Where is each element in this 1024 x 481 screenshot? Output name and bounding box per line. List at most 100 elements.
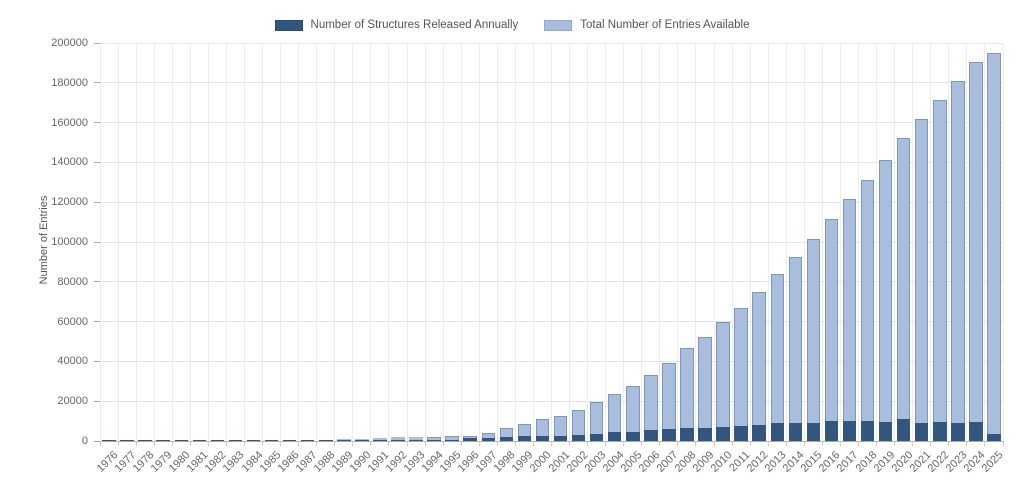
bar-annual-1997[interactable] bbox=[481, 437, 496, 441]
bar-annual-2009[interactable] bbox=[698, 428, 712, 441]
bar-annual-1976[interactable] bbox=[102, 440, 116, 441]
bar-annual-2021[interactable] bbox=[914, 423, 929, 441]
y-tick-mark bbox=[94, 360, 100, 362]
vertical-gridline bbox=[803, 43, 805, 441]
bar-total-2020[interactable] bbox=[896, 138, 911, 441]
vertical-gridline bbox=[605, 43, 607, 441]
bar-annual-1996[interactable] bbox=[463, 438, 477, 441]
bar-annual-2019[interactable] bbox=[878, 421, 893, 441]
bar-total-2015[interactable] bbox=[806, 239, 821, 441]
bar-annual-1980[interactable] bbox=[174, 440, 189, 441]
vertical-gridline bbox=[496, 43, 498, 441]
bar-annual-2004[interactable] bbox=[607, 432, 622, 441]
bar-annual-2016[interactable] bbox=[824, 421, 839, 441]
bar-annual-1989[interactable] bbox=[337, 440, 351, 441]
vertical-gridline bbox=[207, 43, 209, 441]
bar-annual-1982[interactable] bbox=[210, 440, 225, 441]
bar-total-2009[interactable] bbox=[698, 336, 712, 441]
bar-annual-1987[interactable] bbox=[300, 440, 315, 441]
bar-annual-2013[interactable] bbox=[770, 422, 784, 441]
bar-annual-2006[interactable] bbox=[644, 430, 658, 441]
bar-annual-2007[interactable] bbox=[662, 429, 676, 441]
bar-total-2021[interactable] bbox=[914, 119, 929, 441]
bar-total-2022[interactable] bbox=[933, 99, 947, 441]
legend-label-total: Total Number of Entries Available bbox=[580, 19, 750, 31]
bar-annual-2023[interactable] bbox=[951, 423, 965, 441]
bar-total-2013[interactable] bbox=[770, 273, 784, 441]
bar-total-1991[interactable] bbox=[373, 438, 387, 441]
bar-annual-2005[interactable] bbox=[626, 431, 640, 441]
bar-annual-1988[interactable] bbox=[319, 440, 333, 441]
bar-annual-2018[interactable] bbox=[860, 421, 875, 441]
vertical-gridline bbox=[587, 43, 589, 441]
vertical-gridline bbox=[1002, 43, 1004, 441]
bar-annual-1984[interactable] bbox=[246, 440, 261, 441]
bar-total-2016[interactable] bbox=[824, 219, 839, 441]
x-tick-mark bbox=[587, 441, 589, 446]
bar-annual-2017[interactable] bbox=[842, 420, 857, 441]
vertical-gridline bbox=[135, 43, 137, 441]
bar-annual-1978[interactable] bbox=[138, 440, 152, 441]
bar-annual-1983[interactable] bbox=[228, 440, 243, 441]
bar-total-2023[interactable] bbox=[951, 80, 965, 441]
bar-total-2010[interactable] bbox=[716, 321, 730, 441]
bar-annual-2025[interactable] bbox=[987, 434, 1001, 441]
bar-annual-2011[interactable] bbox=[734, 426, 748, 441]
x-tick-mark bbox=[551, 441, 552, 446]
bar-total-2011[interactable] bbox=[734, 308, 748, 441]
bar-annual-2020[interactable] bbox=[896, 418, 911, 441]
bar-annual-1995[interactable] bbox=[445, 439, 459, 441]
bar-total-1989[interactable] bbox=[337, 439, 351, 441]
bar-annual-2002[interactable] bbox=[571, 435, 586, 441]
legend-item-total[interactable]: Total Number of Entries Available bbox=[544, 19, 749, 31]
vertical-gridline bbox=[460, 43, 462, 441]
y-tick-mark bbox=[94, 440, 100, 442]
bar-annual-2024[interactable] bbox=[969, 422, 983, 441]
bar-annual-1994[interactable] bbox=[427, 440, 441, 441]
bar-annual-2014[interactable] bbox=[788, 422, 803, 441]
bar-total-1992[interactable] bbox=[391, 437, 405, 441]
bar-annual-1985[interactable] bbox=[264, 440, 279, 441]
x-tick-mark bbox=[713, 441, 715, 446]
bar-total-2012[interactable] bbox=[752, 291, 766, 441]
x-tick-mark bbox=[496, 441, 498, 446]
bar-annual-2008[interactable] bbox=[680, 428, 694, 441]
bar-total-2024[interactable] bbox=[969, 61, 983, 441]
vertical-gridline bbox=[731, 43, 733, 441]
bar-annual-2012[interactable] bbox=[752, 425, 766, 441]
bar-annual-1998[interactable] bbox=[499, 437, 514, 441]
vertical-gridline bbox=[171, 43, 173, 441]
bar-total-2018[interactable] bbox=[860, 179, 875, 441]
bar-annual-2015[interactable] bbox=[806, 423, 821, 441]
vertical-gridline bbox=[858, 43, 860, 441]
bar-total-2017[interactable] bbox=[842, 199, 857, 441]
bar-total-2019[interactable] bbox=[878, 160, 893, 441]
bar-total-2014[interactable] bbox=[788, 256, 803, 441]
bar-annual-2010[interactable] bbox=[716, 426, 730, 441]
bar-annual-2000[interactable] bbox=[535, 435, 550, 441]
x-tick-mark bbox=[605, 441, 607, 446]
vertical-gridline bbox=[839, 43, 841, 441]
legend-item-annual[interactable]: Number of Structures Released Annually bbox=[274, 19, 518, 31]
bar-total-1990[interactable] bbox=[355, 438, 369, 441]
vertical-gridline bbox=[189, 43, 191, 441]
bar-annual-1986[interactable] bbox=[282, 440, 297, 441]
bar-annual-1977[interactable] bbox=[120, 440, 134, 441]
bar-total-2025[interactable] bbox=[987, 53, 1001, 441]
bar-annual-1990[interactable] bbox=[355, 440, 369, 441]
bar-annual-1993[interactable] bbox=[409, 440, 423, 441]
bar-total-1993[interactable] bbox=[409, 437, 423, 441]
bar-annual-1991[interactable] bbox=[373, 440, 387, 441]
vertical-gridline bbox=[749, 43, 751, 441]
bar-annual-1992[interactable] bbox=[391, 440, 405, 441]
bar-annual-1999[interactable] bbox=[517, 436, 532, 441]
bar-annual-2001[interactable] bbox=[553, 435, 568, 441]
bar-total-2008[interactable] bbox=[680, 348, 694, 441]
bar-annual-2022[interactable] bbox=[933, 422, 947, 441]
x-tick-mark bbox=[731, 441, 733, 446]
vertical-gridline bbox=[424, 43, 426, 441]
bar-annual-2003[interactable] bbox=[589, 433, 604, 441]
bar-annual-1981[interactable] bbox=[192, 440, 207, 441]
bar-annual-1979[interactable] bbox=[156, 440, 170, 441]
